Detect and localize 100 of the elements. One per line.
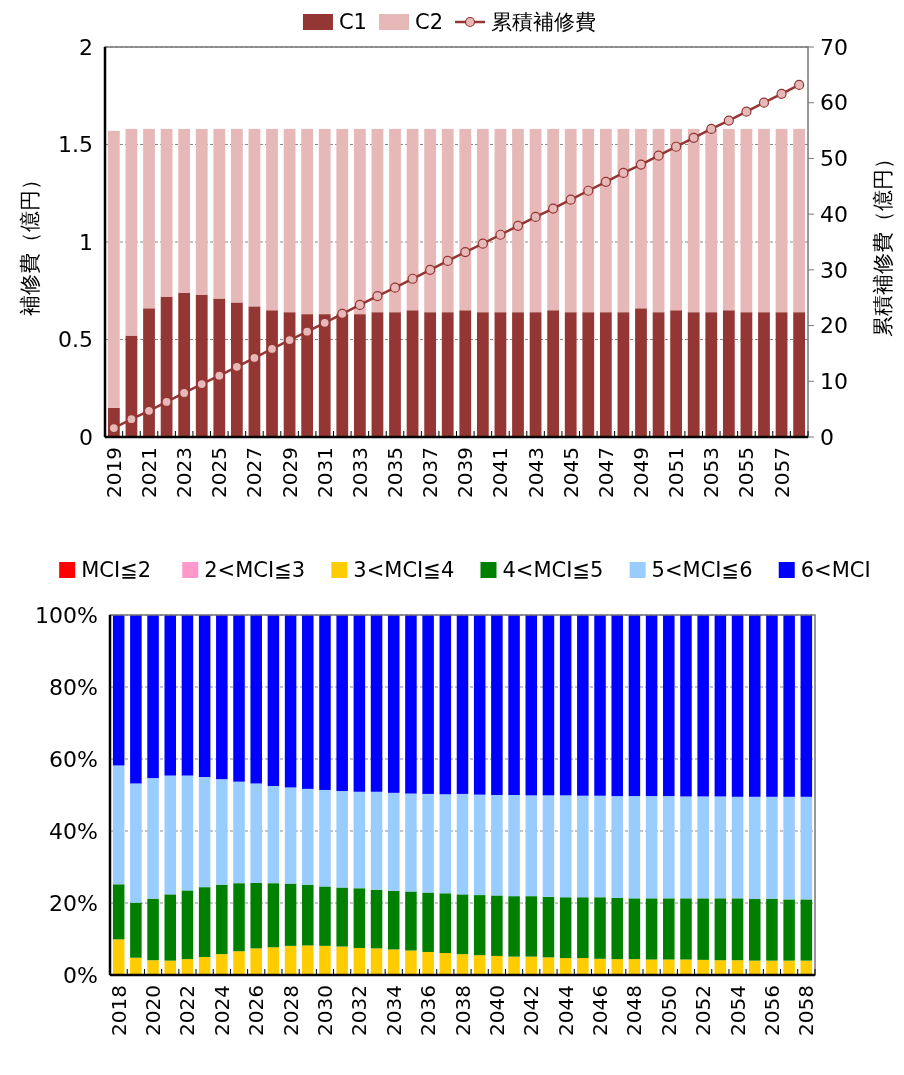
y-tick-label: 1.5 <box>58 132 93 158</box>
y-axis-title: 補修費（億円） <box>18 168 43 316</box>
bar <box>652 312 665 437</box>
bar <box>508 795 520 897</box>
bar <box>405 615 417 794</box>
y2-tick-label: 50 <box>820 146 848 172</box>
bar <box>473 794 486 896</box>
bar <box>491 615 503 795</box>
y2-tick-label: 10 <box>820 368 848 394</box>
bar <box>697 898 709 960</box>
bar <box>387 615 400 793</box>
point <box>688 132 699 143</box>
bar <box>441 128 454 313</box>
bar <box>731 960 744 975</box>
x-tick-label: 2053 <box>699 447 724 498</box>
x-tick-label: 2035 <box>383 447 407 498</box>
bar <box>697 959 709 975</box>
bar <box>319 789 331 887</box>
bar <box>284 945 297 975</box>
bar <box>181 615 194 776</box>
bar <box>405 950 417 975</box>
bar <box>250 882 262 949</box>
legend-label: C1 <box>338 10 367 35</box>
bar <box>371 128 384 313</box>
x-tick-label: 2051 <box>664 447 689 498</box>
bar <box>783 960 795 975</box>
bar <box>594 615 606 796</box>
bar <box>748 899 761 961</box>
x-tick-label: 2019 <box>101 447 126 498</box>
x-tick-label: 2027 <box>242 447 267 498</box>
y2-tick-label: 20 <box>820 313 848 339</box>
x-tick-label: 2042 <box>519 985 544 1036</box>
bar <box>599 128 612 313</box>
bar <box>353 314 366 437</box>
bar <box>476 128 489 313</box>
bar <box>670 128 683 311</box>
bar <box>594 897 606 959</box>
point <box>618 167 629 179</box>
bar <box>611 959 623 975</box>
bar <box>645 796 658 899</box>
bar <box>147 615 159 779</box>
bar <box>302 788 314 885</box>
bar <box>389 128 401 313</box>
bar <box>687 128 700 313</box>
bar <box>714 796 727 899</box>
point <box>758 97 770 108</box>
bar <box>198 957 211 975</box>
bar <box>793 312 806 437</box>
bar <box>387 949 400 975</box>
y2-tick-label: 40 <box>820 201 848 227</box>
bar <box>508 956 520 975</box>
bar <box>748 615 761 797</box>
y-tick-label: 40% <box>49 818 98 844</box>
x-tick-label: 2052 <box>691 985 716 1036</box>
bar <box>611 615 623 797</box>
bar <box>617 128 630 313</box>
bar <box>766 615 778 797</box>
bar <box>267 883 280 948</box>
bar <box>195 128 208 295</box>
bar <box>582 312 595 437</box>
x-tick-label: 2037 <box>418 447 443 498</box>
bar <box>577 615 589 796</box>
bar <box>160 128 173 297</box>
bar <box>178 128 191 293</box>
bar <box>284 787 297 884</box>
bar <box>542 896 555 958</box>
y2-tick-label: 0 <box>820 424 834 450</box>
x-tick-label: 2038 <box>450 985 475 1036</box>
point <box>776 88 787 99</box>
point <box>442 255 453 267</box>
bar <box>748 796 761 900</box>
bar <box>112 884 125 940</box>
point <box>214 370 225 381</box>
bar <box>336 791 348 888</box>
point <box>477 238 488 249</box>
bar <box>406 128 419 311</box>
point <box>337 308 348 319</box>
bar <box>125 128 138 336</box>
bar <box>577 958 589 975</box>
bar <box>476 312 489 437</box>
bar <box>181 959 194 975</box>
bar <box>424 312 437 437</box>
bar <box>758 128 770 313</box>
x-tick-label: 2028 <box>278 985 303 1036</box>
bar <box>267 947 280 975</box>
bar <box>371 312 384 437</box>
x-tick-label: 2044 <box>553 985 578 1036</box>
bar <box>456 954 469 975</box>
x-tick-label: 2023 <box>172 447 197 498</box>
bar <box>680 959 692 975</box>
point <box>635 159 647 170</box>
bar <box>559 615 572 796</box>
bar <box>731 615 744 797</box>
bar <box>353 888 366 948</box>
bar <box>564 312 577 437</box>
x-tick-label: 2055 <box>734 447 759 498</box>
bar <box>628 959 641 975</box>
bar <box>494 128 507 313</box>
bar <box>439 615 452 795</box>
bar <box>697 615 709 797</box>
